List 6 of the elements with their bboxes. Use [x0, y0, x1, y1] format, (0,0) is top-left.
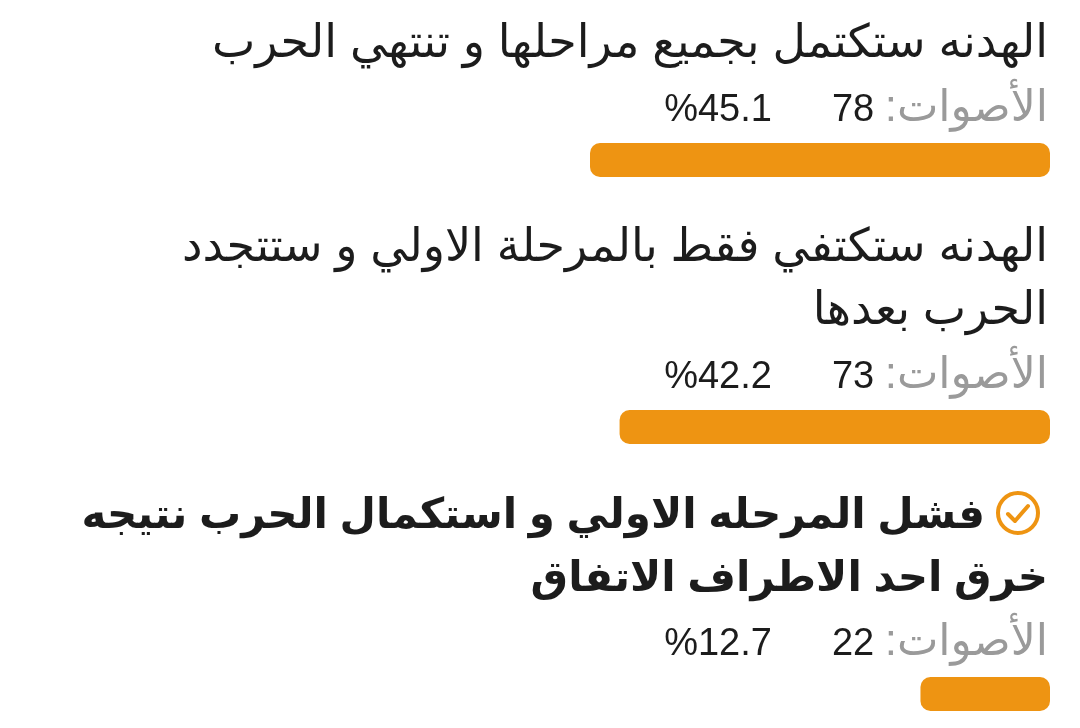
- data-label: %45.1: [664, 87, 772, 129]
- data-label: %12.7: [664, 621, 772, 663]
- data-label: %42.2: [664, 354, 772, 396]
- y-tick-label: فشل المرحله الاولي و استكمال الحرب نتيجه خرق احد الاطراف الاتفاق: [81, 490, 1048, 602]
- y-tick-label: الهدنه ستكتفي فقط بالمرحلة الاولي و ستتجدد الحرب بعدها: [181, 219, 1048, 336]
- y-tick-label: الهدنه ستكتمل بجميع مراحلها و تنتهي الحرب: [211, 15, 1048, 69]
